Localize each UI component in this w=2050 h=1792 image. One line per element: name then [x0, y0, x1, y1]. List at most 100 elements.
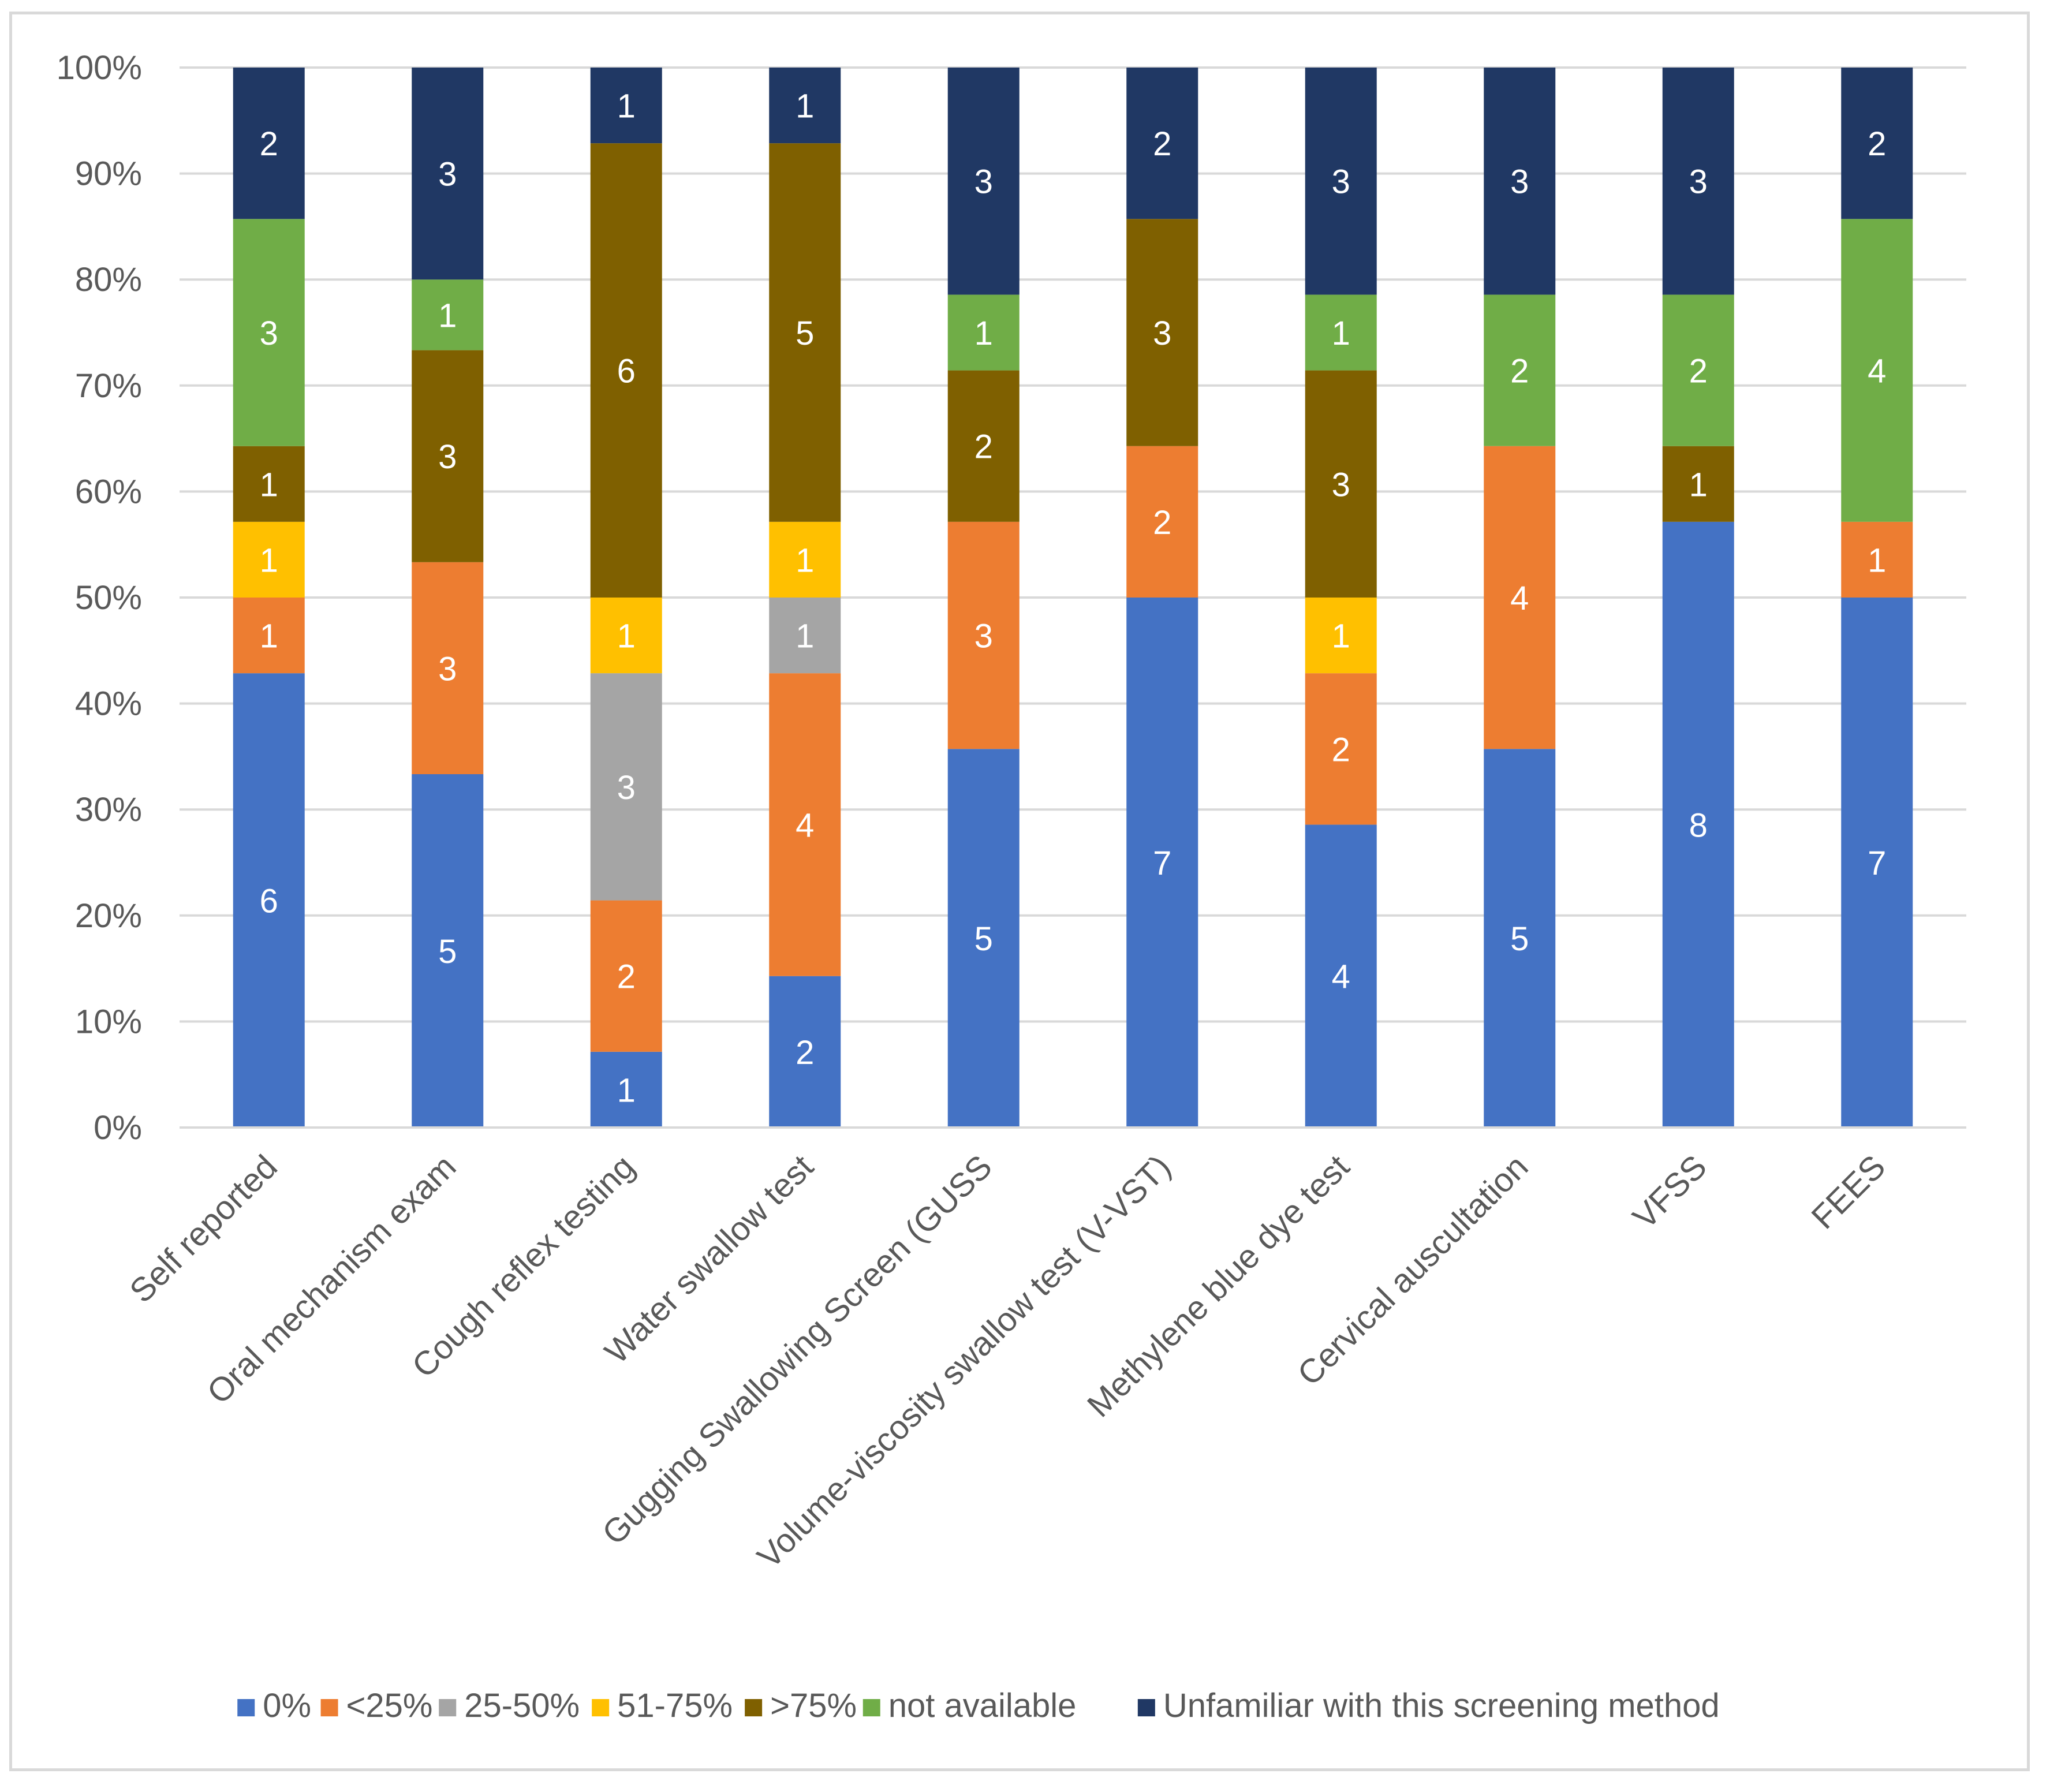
bar-segment-75 — [233, 446, 305, 522]
data-label: 3 — [617, 769, 636, 807]
data-label: 3 — [438, 650, 457, 688]
bar-stack-methylene-blue-dye-test: 4 2 1 3 1 3 — [1305, 68, 1377, 1128]
y-tick-label: 100% — [57, 49, 142, 87]
data-label: 2 — [1689, 353, 1708, 390]
bar-segment-not-available — [233, 219, 305, 446]
legend-swatch — [1137, 1699, 1155, 1716]
bar-segment-0 — [769, 976, 841, 1128]
bar-segment-unfamiliar-with-this-screening-method — [1305, 68, 1377, 295]
legend-item-25: <25% — [320, 1687, 433, 1724]
x-tick-label: VFSS — [1626, 1148, 1714, 1236]
y-tick-label: 30% — [75, 791, 142, 828]
data-label: 3 — [1332, 466, 1350, 503]
legend-item-51-75: 51-75% — [592, 1687, 733, 1724]
bar-segment-75 — [947, 370, 1020, 522]
bar-segment-unfamiliar-with-this-screening-method — [1662, 68, 1734, 295]
legend-swatch — [320, 1699, 338, 1716]
data-label: 1 — [617, 88, 636, 125]
data-label: 2 — [1868, 125, 1886, 163]
bar-segment-unfamiliar-with-this-screening-method — [947, 68, 1020, 295]
legend-swatch — [439, 1699, 457, 1716]
data-label: 2 — [260, 125, 278, 163]
legend-item-not-available: not available — [862, 1687, 1077, 1724]
bar-stack-vfss: 8 1 2 3 — [1662, 68, 1734, 1128]
data-label: 4 — [1868, 353, 1886, 390]
bar-segment-0 — [1484, 749, 1556, 1128]
legend-swatch — [237, 1699, 255, 1716]
data-label: 5 — [1510, 920, 1529, 958]
y-tick-label: 70% — [75, 367, 142, 405]
data-label: 5 — [438, 933, 457, 970]
data-label: 7 — [1868, 845, 1886, 882]
bar-segment-unfamiliar-with-this-screening-method — [590, 68, 662, 144]
bar-segment-unfamiliar-with-this-screening-method — [1126, 68, 1198, 219]
bar-segment-unfamiliar-with-this-screening-method — [1484, 68, 1556, 295]
data-label: 3 — [974, 163, 993, 201]
bar-segment-25 — [1484, 446, 1556, 749]
data-label: 5 — [796, 315, 814, 352]
data-label: 3 — [1153, 315, 1171, 352]
data-label: 3 — [260, 315, 278, 352]
legend-item-75: >75% — [745, 1687, 857, 1724]
bar-segment-0 — [1126, 598, 1198, 1128]
data-label: 4 — [1332, 958, 1350, 996]
data-label: 4 — [796, 807, 814, 844]
data-label: 1 — [1689, 466, 1708, 503]
data-label: 2 — [1332, 731, 1350, 768]
bar-segment-75 — [412, 350, 484, 562]
bar-segment-75 — [590, 143, 662, 598]
bar-stack-water-swallow-test: 2 4 1 1 5 1 — [769, 68, 841, 1128]
bars: 6 1 1 1 3 2 5 3 3 1 3 1 2 3 1 6 1 2 4 1 1 5 1 5 3 2 1 3 7 2 3 2 4 2 1 3 1 3 5 4… — [233, 68, 1913, 1128]
bar-segment-51-75 — [233, 521, 305, 598]
legend-item-25-50: 25-50% — [439, 1687, 580, 1724]
legend-label: not available — [888, 1687, 1077, 1724]
data-label: 1 — [796, 542, 814, 579]
bar-segment-25 — [769, 673, 841, 976]
data-label: 3 — [974, 618, 993, 655]
legend-label: 25-50% — [464, 1687, 580, 1724]
bar-stack-fees: 7 1 4 2 — [1841, 68, 1913, 1128]
y-tick-label: 90% — [75, 155, 142, 193]
data-label: 1 — [617, 1072, 636, 1109]
x-tick-label: Gugging Swallowing Screen (GUSS — [595, 1148, 999, 1552]
bar-segment-0 — [1662, 521, 1734, 1128]
stacked-bar-chart: 0%10%20%30%40%50%60%70%80%90%100% 611132… — [57, 49, 1966, 1724]
data-label: 2 — [1153, 125, 1171, 163]
bar-segment-51-75 — [769, 521, 841, 598]
y-tick-label: 40% — [75, 685, 142, 723]
bar-segment-25-50 — [769, 598, 841, 674]
y-tick-label: 50% — [75, 579, 142, 617]
data-label: 2 — [1153, 504, 1171, 542]
y-tick-label: 80% — [75, 261, 142, 298]
bar-segment-not-available — [412, 279, 484, 350]
bar-segment-25 — [1126, 446, 1198, 598]
bar-segment-25 — [947, 521, 1020, 749]
data-label: 1 — [796, 88, 814, 125]
legend-item-0: 0% — [237, 1687, 311, 1724]
y-tick-label: 10% — [75, 1003, 142, 1040]
bar-segment-unfamiliar-with-this-screening-method — [1841, 68, 1913, 219]
data-label: 1 — [260, 542, 278, 579]
data-label: 2 — [974, 428, 993, 466]
data-label: 8 — [1689, 807, 1708, 844]
y-axis-ticks: 0% 10% 20% 30% 40% 50% 60% 70% 80% 90% 100% — [57, 49, 142, 1147]
bar-stack-self-reported: 6 1 1 1 3 2 — [233, 68, 305, 1128]
bar-segment-not-available — [1662, 294, 1734, 446]
x-tick-label: FEES — [1804, 1148, 1892, 1236]
data-label: 7 — [1153, 845, 1171, 882]
data-label: 3 — [1689, 163, 1708, 201]
bar-segment-not-available — [947, 294, 1020, 371]
y-tick-label: 60% — [75, 473, 142, 510]
bar-segment-25 — [412, 562, 484, 774]
data-label: 1 — [1868, 542, 1886, 579]
data-label: 2 — [617, 958, 636, 996]
bar-segment-0 — [412, 774, 484, 1128]
data-label: 1 — [617, 618, 636, 655]
data-label: 6 — [260, 883, 278, 920]
bar-segment-25 — [1841, 521, 1913, 598]
legend-swatch — [592, 1699, 610, 1716]
x-tick-label: Self reported — [122, 1148, 285, 1310]
legend-label: <25% — [346, 1687, 433, 1724]
